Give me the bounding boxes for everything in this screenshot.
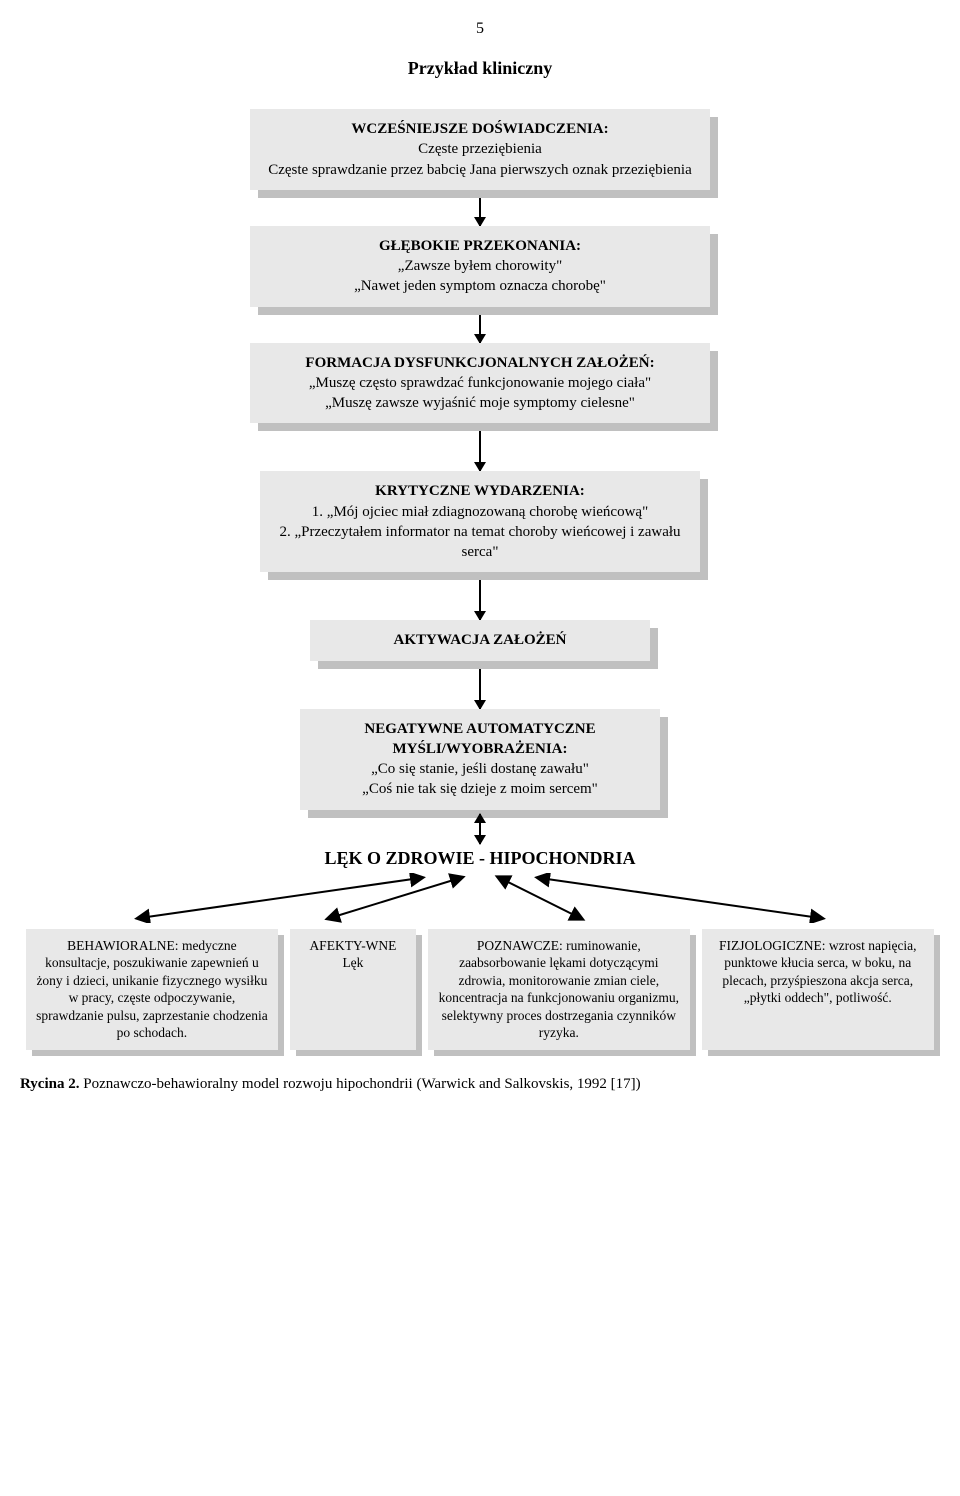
box-activation: AKTYWACJA ZAŁOŻEŃ [310,620,650,660]
figure-caption: Rycina 2. Poznawczo-behawioralny model r… [20,1076,940,1093]
box-line: „Coś nie tak się dzieje z moim sercem" [316,779,644,799]
box-critical-events: KRYTYCZNE WYDARZENIA: 1. „Mój ojciec mia… [260,471,700,572]
arrow-down-icon [479,198,481,226]
box-title: NEGATYWNE AUTOMATYCZNE MYŚLI/WYOBRAŻENIA… [316,719,644,760]
section-title: Przykład kliniczny [20,58,940,79]
box-affective: AFEKTY-WNE Lęk [290,929,416,1050]
box-line: „Muszę zawsze wyjaśnić moje symptomy cie… [266,393,694,413]
box-body: Lęk [300,954,406,972]
box-line: Częste sprawdzanie przez babcię Jana pie… [266,160,694,180]
arrow-down-icon [479,580,481,620]
box-core-beliefs: GŁĘBOKIE PRZEKONANIA: „Zawsze byłem chor… [250,226,710,307]
box-line: Częste przeziębienia [266,139,694,159]
box-line: „Zawsze byłem chorowity" [266,256,694,276]
caption-text: Poznawczo-behawioralny model rozwoju hip… [79,1076,640,1092]
box-line: „Muszę często sprawdzać funkcjonowanie m… [266,373,694,393]
box-formation-assumptions: FORMACJA DYSFUNKCJONALNYCH ZAŁOŻEŃ: „Mus… [250,343,710,424]
box-title: POZNAWCZE: [477,938,563,953]
box-negative-auto-thoughts: NEGATYWNE AUTOMATYCZNE MYŚLI/WYOBRAŻENIA… [300,709,660,810]
arrow-down-icon [479,669,481,709]
box-earlier-experiences: WCZEŚNIEJSZE DOŚWIADCZENIA: Częste przez… [250,109,710,190]
arrow-bidirectional-icon [479,814,481,844]
box-line: 1. „Mój ojciec miał zdiagnozowaną chorob… [276,502,684,522]
arrow-down-icon [479,431,481,471]
box-physiological: FIZJOLOGICZNE: wzrost napięcia, punktowe… [702,929,934,1050]
box-line: „Nawet jeden symptom oznacza chorobę" [266,276,694,296]
arrows-spread [30,873,930,923]
box-cognitive: POZNAWCZE: ruminowanie, zaabsorbowanie l… [428,929,689,1050]
caption-bold: Rycina 2. [20,1076,79,1092]
box-title: AFEKTY-WNE [300,937,406,955]
box-title: WCZEŚNIEJSZE DOŚWIADCZENIA: [266,119,694,139]
box-title: KRYTYCZNE WYDARZENIA: [276,481,684,501]
arrow-down-icon [479,315,481,343]
bottom-row: BEHAWIORALNE: medyczne konsultacje, posz… [20,929,940,1050]
central-label: LĘK O ZDROWIE - HIPOCHONDRIA [20,848,940,869]
box-title: FORMACJA DYSFUNKCJONALNYCH ZAŁOŻEŃ: [266,353,694,373]
box-title: AKTYWACJA ZAŁOŻEŃ [326,630,634,650]
box-title: GŁĘBOKIE PRZEKONANIA: [266,236,694,256]
box-line: 2. „Przeczytałem informator na temat cho… [276,522,684,563]
box-title: BEHAWIORALNE: [67,938,178,953]
box-line: „Co się stanie, jeśli dostanę zawału" [316,759,644,779]
box-behavioral: BEHAWIORALNE: medyczne konsultacje, posz… [26,929,278,1050]
box-title: FIZJOLOGICZNE: [719,938,826,953]
page-number: 5 [20,20,940,38]
